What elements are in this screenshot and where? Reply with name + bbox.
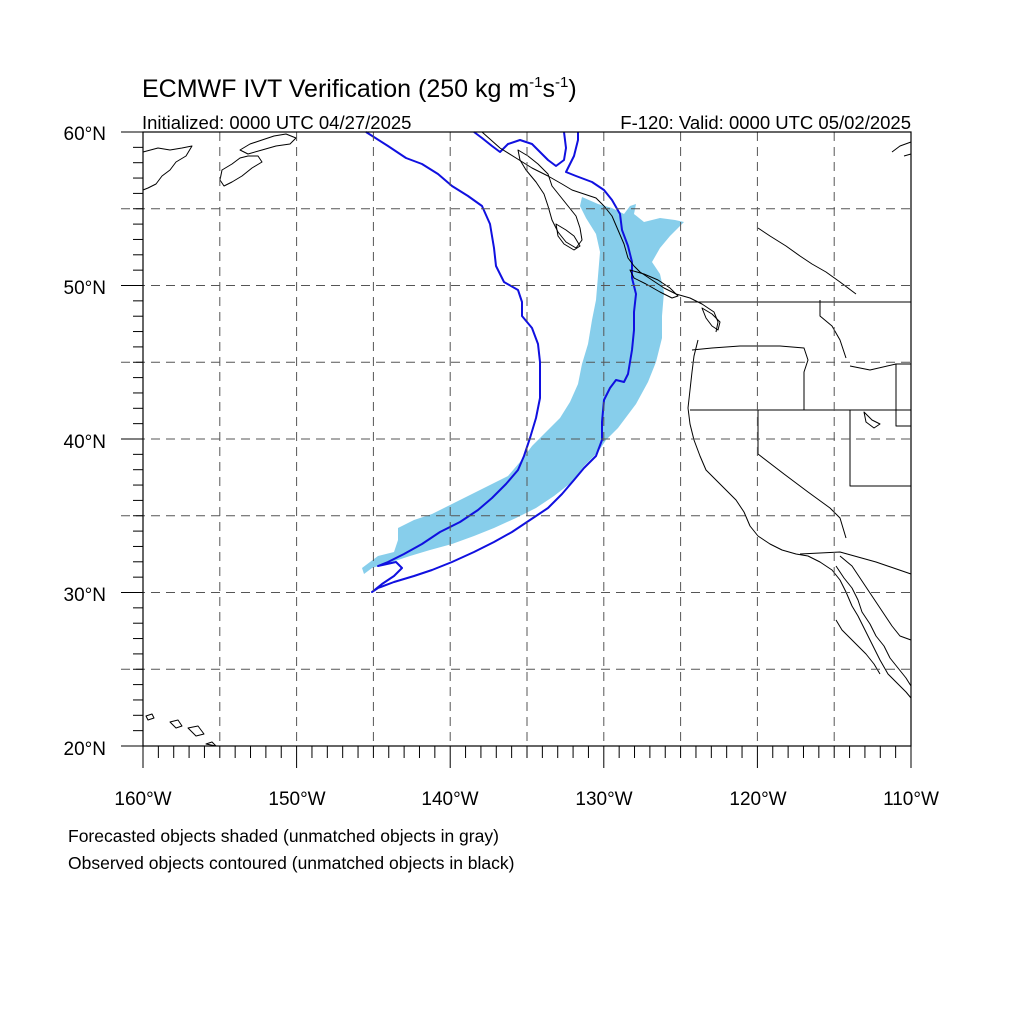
observed-note: Observed objects contoured (unmatched ob… [68,853,515,873]
forecast-note: Forecasted objects shaded (unmatched obj… [68,826,499,846]
lon-label-110w: 110°W [883,789,939,810]
initialized-label: Initialized: 0000 UTC 04/27/2025 [142,112,411,133]
lat-label-60n: 60°N [64,124,106,145]
lat-label-50n: 50°N [64,278,106,299]
lat-label-40n: 40°N [64,432,106,453]
lon-label-140w: 140°W [421,789,478,810]
axis-ticks [121,131,912,768]
map-title-sup2: -1 [555,74,568,91]
coastlines [142,131,912,747]
lon-label-150w: 150°W [268,789,325,810]
lat-label-20n: 20°N [64,739,106,760]
map-title: ECMWF IVT Verification (250 kg m-1s-1) [142,74,577,103]
lat-label-30n: 30°N [64,585,106,606]
lon-label-130w: 130°W [575,789,632,810]
lon-label-120w: 120°W [729,789,786,810]
map-title-sup1: -1 [529,74,542,91]
map-frame [142,131,912,747]
valid-label: F-120: Valid: 0000 UTC 05/02/2025 [620,112,911,133]
map-title-close: ) [568,75,576,103]
lat-lon-grid [121,132,911,746]
lon-label-160w: 160°W [114,789,171,810]
forecast-ivt-object [362,197,684,574]
map-title-mid: s [543,75,556,103]
map-title-main: ECMWF IVT Verification (250 kg m [142,75,529,103]
